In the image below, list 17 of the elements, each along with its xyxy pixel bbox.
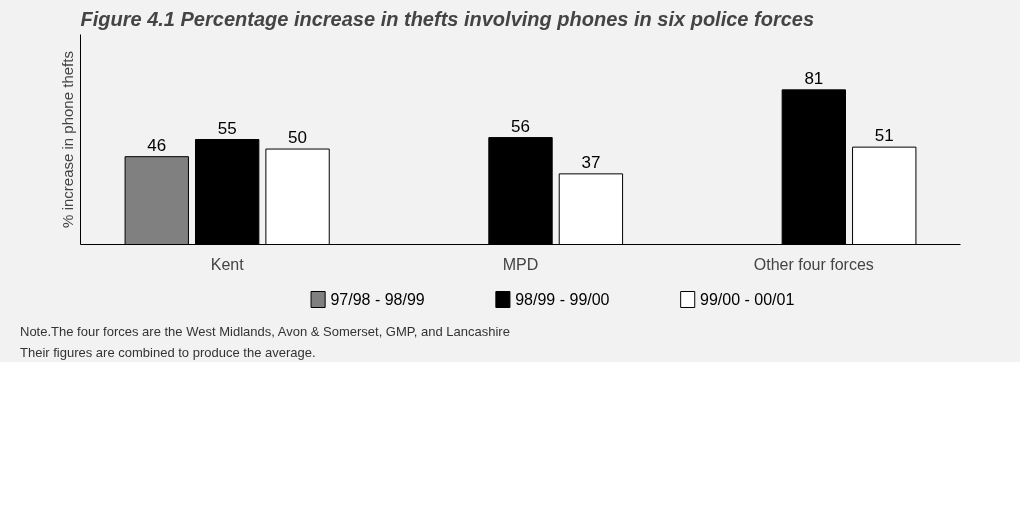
data-label: 37 <box>581 152 601 172</box>
x-tick-label: MPD <box>502 255 539 273</box>
data-label: 50 <box>288 128 308 148</box>
data-label: 51 <box>874 126 894 146</box>
x-tick-label: Kent <box>210 255 245 273</box>
legend-label: 97/98 - 98/99 <box>330 291 425 308</box>
x-tick-label: Other four forces <box>753 255 874 273</box>
data-label: 56 <box>511 116 530 136</box>
data-label: 81 <box>804 68 824 88</box>
data-label: 46 <box>147 135 167 155</box>
chart-title: Figure 4.1 Percentage increase in thefts involving phones in six police forces <box>80 7 815 30</box>
text: Their figures are combined to produce the average. <box>20 343 316 362</box>
data-label: 55 <box>217 118 237 138</box>
y-axis-title: % increase in phone thefts <box>58 51 76 228</box>
legend-label: 99/00 - 00/01 <box>700 291 795 308</box>
legend-label: 98/99 - 99/00 <box>515 291 610 308</box>
text: Note.The four forces are the West Midlands, Avon & Somerset, GMP, and Lancashire <box>20 323 510 341</box>
